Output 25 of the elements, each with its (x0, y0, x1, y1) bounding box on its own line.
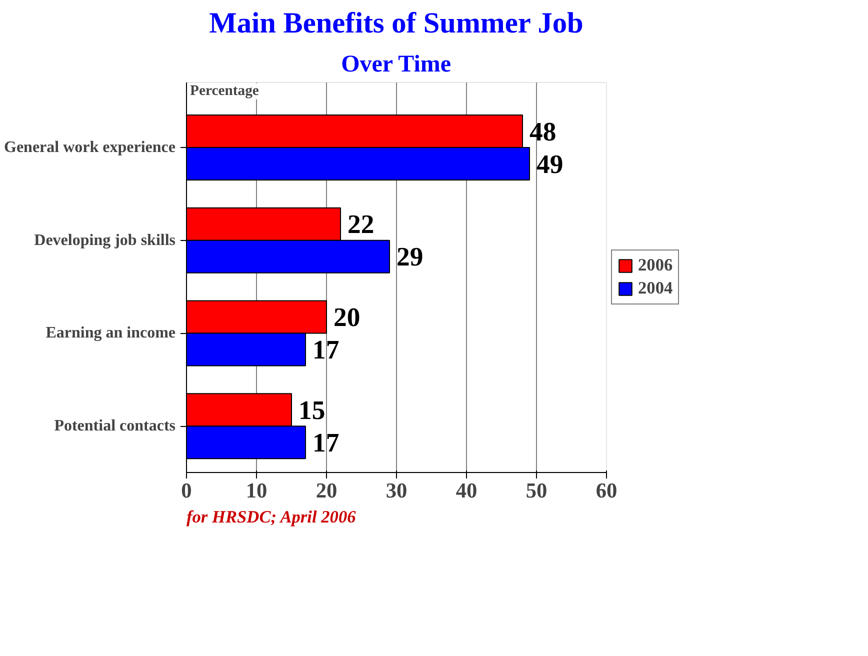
data-label: 17 (312, 334, 340, 364)
text: for HRSDC; April 2006 (186, 508, 356, 526)
y-tick-label: Potential contacts (54, 418, 176, 435)
y-tick-label: General work experience (4, 139, 176, 156)
data-label: 29 (396, 242, 424, 272)
x-tick-label: 0 (181, 478, 192, 502)
data-label: 49 (536, 148, 564, 179)
data-label: 15 (298, 394, 326, 425)
legend-label: 2004 (638, 278, 673, 298)
y-tick-label: Developing job skills (34, 232, 176, 249)
x-tick-label: 60 (596, 478, 618, 502)
legend-label: 2006 (638, 256, 673, 276)
x-tick-label: 10 (246, 478, 268, 502)
x-tick-label: 40 (456, 478, 478, 502)
y-tick-label: Earning an income (46, 324, 176, 342)
chart-subtitle: Over Time (341, 52, 452, 78)
data-label: 20 (334, 302, 360, 332)
data-label: 48 (530, 116, 556, 146)
x-axis-title: Percentage (190, 83, 260, 100)
data-label: 22 (348, 209, 374, 240)
x-tick-label: 50 (526, 478, 548, 502)
chart-title: Main Benefits of Summer Job (209, 8, 584, 40)
x-tick-label: 20 (316, 478, 338, 502)
data-label: 17 (312, 427, 340, 458)
x-tick-label: 30 (386, 478, 408, 502)
